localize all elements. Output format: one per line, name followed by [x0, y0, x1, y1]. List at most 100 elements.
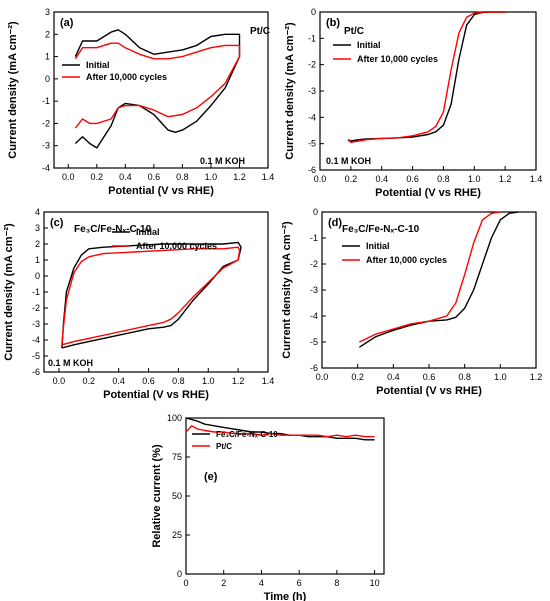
x-tick-label: 1.2	[232, 376, 245, 386]
x-tick-label: 0.2	[83, 376, 96, 386]
panel-title: Pt/C	[250, 26, 270, 37]
y-axis-label: Current density (mA cm⁻²)	[284, 22, 296, 160]
y-tick-label: -4	[32, 335, 40, 345]
y-tick-label: 1	[45, 52, 50, 62]
y-tick-label: -5	[310, 337, 318, 347]
y-tick-label: -2	[310, 259, 318, 269]
y-tick-label: -2	[32, 303, 40, 313]
series-line-2	[74, 42, 241, 129]
series-line-2	[347, 11, 506, 144]
y-tick-label: -4	[310, 311, 318, 321]
x-tick-label: 10	[370, 578, 380, 588]
series-line-2	[359, 211, 501, 343]
series-line-2	[61, 246, 241, 346]
x-tick-label: 1.2	[530, 372, 543, 382]
x-tick-label: 0.0	[314, 174, 327, 184]
y-axis-label: Relative current (%)	[151, 444, 163, 548]
y-tick-label: 3	[45, 7, 50, 17]
x-tick-label: 0.6	[142, 376, 155, 386]
x-tick-label: 0.8	[437, 174, 450, 184]
legend: Initial After 10,000 cycles	[112, 227, 217, 251]
y-tick-label: 2	[35, 239, 40, 249]
y-tick-label: -3	[308, 86, 316, 96]
x-axis-label: Potential (V vs RHE)	[375, 187, 481, 199]
y-tick-label: -1	[310, 233, 318, 243]
x-tick-label: 0.6	[148, 172, 161, 182]
x-tick-label: 1.2	[499, 174, 512, 184]
x-tick-label: 0.4	[387, 372, 400, 382]
x-tick-label: 0.4	[112, 376, 125, 386]
y-tick-label: 0	[313, 207, 318, 217]
y-axis-label: Current density (mA cm⁻²)	[7, 21, 19, 159]
y-tick-label: 50	[172, 491, 182, 501]
x-tick-label: 0.2	[91, 172, 104, 182]
panel-title: Fe₃C/Fe-Nₓ-C-10	[342, 224, 420, 235]
y-tick-label: -6	[310, 363, 318, 373]
panel-title: Pt/C	[344, 26, 364, 37]
y-tick-label: -1	[42, 96, 50, 106]
x-tick-label: 0.2	[345, 174, 358, 184]
y-tick-label: 4	[35, 207, 40, 217]
legend-label: Initial	[357, 40, 381, 50]
electrolyte-annotation: 0.1 M KOH	[326, 156, 371, 166]
y-tick-label: -6	[32, 367, 40, 377]
panel-tag: (b)	[326, 17, 340, 29]
x-tick-label: 1.2	[233, 172, 246, 182]
panel-tag: (e)	[204, 471, 218, 483]
legend-label: After 10,000 cycles	[86, 72, 167, 82]
x-tick-label: 0.0	[316, 372, 329, 382]
x-tick-label: 1.0	[494, 372, 507, 382]
y-axis-label: Current density (mA cm⁻²)	[3, 223, 15, 361]
x-tick-label: 0	[183, 578, 188, 588]
x-tick-label: 0.4	[119, 172, 132, 182]
x-tick-label: 0.8	[458, 372, 471, 382]
y-tick-label: -5	[32, 351, 40, 361]
legend: Initial After 10,000 cycles	[342, 241, 447, 265]
panel-tag: (c)	[50, 217, 64, 229]
x-tick-label: 1.4	[530, 174, 543, 184]
y-tick-label: -2	[42, 118, 50, 128]
y-tick-label: -3	[32, 319, 40, 329]
panel-tag: (a)	[60, 17, 74, 29]
y-tick-label: -5	[308, 139, 316, 149]
y-tick-label: 3	[35, 223, 40, 233]
y-tick-label: 0	[177, 569, 182, 579]
x-tick-label: 0.6	[406, 174, 419, 184]
y-tick-label: -3	[310, 285, 318, 295]
legend-label: Initial	[86, 60, 110, 70]
x-tick-label: 0.6	[423, 372, 436, 382]
legend-label: Fe₃C/Fe-Nₓ-C-10	[216, 430, 278, 439]
series-line-1	[347, 11, 506, 142]
y-tick-label: -1	[308, 33, 316, 43]
y-tick-label: 2	[45, 29, 50, 39]
plot-frame	[321, 211, 537, 369]
x-tick-label: 0.0	[53, 376, 66, 386]
y-tick-label: 100	[167, 413, 182, 423]
y-tick-label: -1	[32, 287, 40, 297]
x-tick-label: 8	[334, 578, 339, 588]
x-tick-label: 4	[259, 578, 264, 588]
legend-label: Initial	[136, 227, 160, 237]
x-axis-label: Potential (V vs RHE)	[103, 389, 209, 401]
series-line-1	[359, 211, 519, 348]
panel-2: 0.0 0.2 0.4 0.6 0.8 1.0 1.2 1.4 -6 -5 -4 -3 -2 -1 0 Pot…	[284, 7, 542, 199]
legend: Initial After 10,000 cycles	[333, 40, 438, 64]
y-tick-label: -2	[308, 60, 316, 70]
y-tick-label: 0	[311, 7, 316, 17]
x-tick-label: 0.8	[172, 376, 185, 386]
legend-label: After 10,000 cycles	[366, 255, 447, 265]
y-tick-label: 1	[35, 255, 40, 265]
x-axis-label: Potential (V vs RHE)	[108, 185, 214, 197]
electrolyte-annotation: 0.1 M KOH	[48, 358, 93, 368]
panel-4: 0.0 0.2 0.4 0.6 0.8 1.0 1.2 -6 -5 -4 -3 -2 -1 0 Potent…	[281, 207, 542, 397]
x-tick-label: 1.0	[468, 174, 481, 184]
x-tick-label: 1.4	[262, 172, 275, 182]
x-tick-label: 0.8	[176, 172, 189, 182]
x-tick-label: 1.0	[202, 376, 215, 386]
x-tick-label: 6	[297, 578, 302, 588]
panel-title: Fe₃C/Fe-Nₓ-C-10	[74, 224, 152, 235]
electrolyte-annotation: 0.1 M KOH	[200, 156, 245, 166]
y-axis-label: Current density (mA cm⁻²)	[281, 221, 293, 359]
x-tick-label: 0.4	[375, 174, 388, 184]
y-tick-label: 25	[172, 530, 182, 540]
